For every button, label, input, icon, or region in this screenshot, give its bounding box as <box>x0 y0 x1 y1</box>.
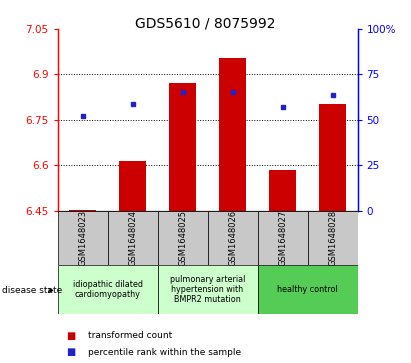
Text: percentile rank within the sample: percentile rank within the sample <box>88 348 242 356</box>
Text: GSM1648023: GSM1648023 <box>78 210 87 266</box>
Text: idiopathic dilated
cardiomyopathy: idiopathic dilated cardiomyopathy <box>73 280 143 299</box>
Bar <box>219 58 246 211</box>
Bar <box>69 210 96 211</box>
Bar <box>319 104 346 211</box>
Text: GSM1648027: GSM1648027 <box>278 210 287 266</box>
Bar <box>157 265 258 314</box>
Bar <box>269 170 296 211</box>
Bar <box>169 83 196 211</box>
Bar <box>108 211 157 265</box>
Text: ■: ■ <box>66 331 75 341</box>
Bar <box>119 161 146 211</box>
Text: transformed count: transformed count <box>88 331 173 340</box>
Bar <box>208 211 258 265</box>
Bar <box>58 211 108 265</box>
Text: healthy control: healthy control <box>277 285 338 294</box>
Text: GSM1648024: GSM1648024 <box>128 210 137 266</box>
Text: disease state: disease state <box>2 286 62 295</box>
Text: GSM1648028: GSM1648028 <box>328 210 337 266</box>
Text: pulmonary arterial
hypertension with
BMPR2 mutation: pulmonary arterial hypertension with BMP… <box>170 274 245 305</box>
Bar <box>258 265 358 314</box>
Text: GSM1648025: GSM1648025 <box>178 210 187 266</box>
Text: GDS5610 / 8075992: GDS5610 / 8075992 <box>135 16 276 30</box>
Bar <box>157 211 208 265</box>
Bar <box>258 211 307 265</box>
Bar <box>58 265 157 314</box>
Text: ■: ■ <box>66 347 75 357</box>
Bar <box>307 211 358 265</box>
Text: GSM1648026: GSM1648026 <box>228 210 237 266</box>
